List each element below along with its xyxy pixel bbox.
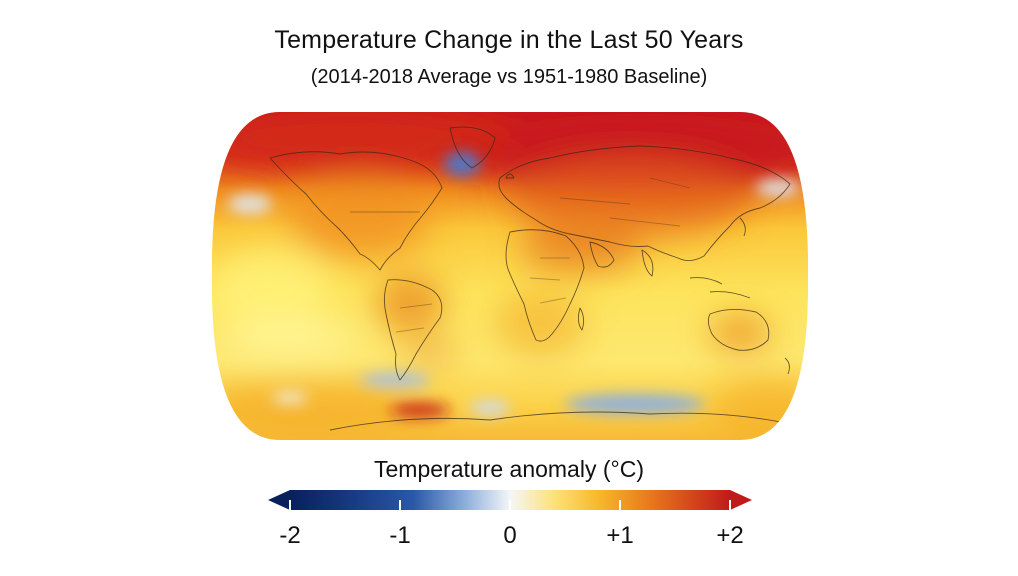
colorbar-tick-label: -2 — [279, 522, 301, 549]
colorbar-left-arrow — [268, 490, 290, 510]
colorbar-tick-label: +2 — [716, 522, 744, 549]
colorbar-tick-label: 0 — [503, 522, 517, 549]
colorbar — [268, 490, 752, 510]
page-title: Temperature Change in the Last 50 Years — [274, 26, 744, 54]
legend-title: Temperature anomaly (°C) — [374, 456, 644, 482]
colorbar-right-arrow — [730, 490, 752, 510]
colorbar-tick-label: -1 — [389, 522, 411, 549]
page-subtitle: (2014-2018 Average vs 1951-1980 Baseline… — [310, 66, 708, 88]
colorbar-tick-label: +1 — [606, 522, 634, 549]
coastlines — [269, 126, 801, 431]
world-temperature-map — [211, 112, 809, 440]
colorbar-ticks — [289, 500, 731, 510]
